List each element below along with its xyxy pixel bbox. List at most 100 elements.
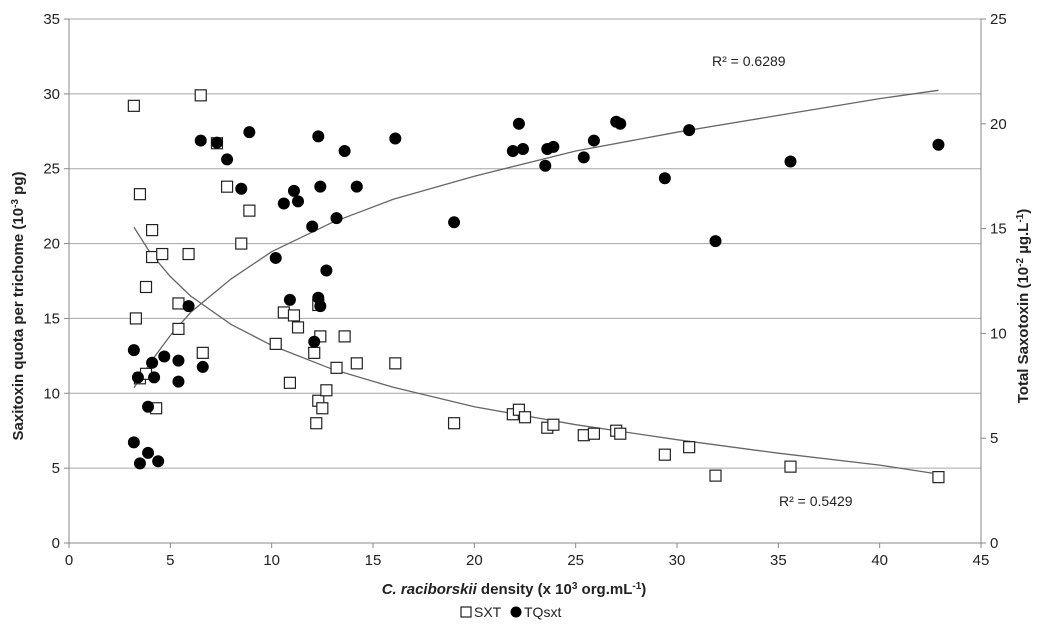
point-tqsxt-7 [148,371,161,384]
point-sxt-1 [129,312,142,325]
point-sxt-23 [291,321,305,334]
y-tick-label-15: 15 [43,310,60,327]
legend: SXT TQsxt [460,604,561,620]
y-tick-label-30: 30 [43,86,60,103]
y2-axis-label-sup: -2 [1015,258,1026,267]
y2-tick-label-20: 20 [990,116,1007,133]
point-sxt-46 [683,441,696,454]
point-sxt-34 [389,357,402,370]
y2-axis-label-sup2: -1 [1015,213,1026,222]
gridlines [69,18,981,469]
y-tick-label-25: 25 [43,161,60,178]
point-tqsxt-36 [506,145,519,158]
point-tqsxt-22 [287,184,300,197]
point-tqsxt-23 [292,195,305,208]
point-tqsxt-18 [243,126,256,139]
point-tqsxt-4 [142,400,155,413]
x-axis-label-italic: C. raciborskii [382,581,478,598]
y2-tick-label-25: 25 [990,11,1007,28]
point-sxt-40 [547,418,560,431]
point-tqsxt-19 [269,251,282,264]
point-tqsxt-11 [172,375,185,388]
x-axis-label-close: ) [641,581,646,598]
point-tqsxt-34 [389,132,402,145]
point-tqsxt-10 [172,354,185,367]
x-tick-label-30: 30 [669,552,686,569]
point-sxt-45 [658,448,671,461]
point-tqsxt-39 [539,159,552,172]
point-sxt-6 [145,223,159,237]
point-tqsxt-3 [133,457,146,470]
point-tqsxt-20 [277,197,290,210]
point-sxt-17 [235,237,248,250]
point-tqsxt-6 [146,356,159,369]
point-sxt-30 [320,384,333,397]
point-sxt-41 [577,429,590,442]
point-tqsxt-17 [235,182,248,195]
x-tick-label-5: 5 [166,552,174,569]
axes [64,18,986,548]
point-sxt-2 [133,188,147,201]
x-tick-label-10: 10 [263,552,280,569]
point-sxt-47 [709,469,722,482]
x-tick-label-40: 40 [871,552,888,569]
x-tick-label-0: 0 [65,552,73,569]
x-axis-label-end: org.mL [577,581,632,598]
point-sxt-21 [283,376,297,389]
point-tqsxt-29 [314,180,327,193]
y-tick-label-35: 35 [43,11,60,28]
point-sxt-9 [156,247,169,261]
y2-tick-label-0: 0 [990,535,998,552]
y-axis-label-sup: -3 [10,199,21,208]
legend-sxt-label: SXT [474,604,502,620]
point-tqsxt-28 [314,300,327,313]
point-sxt-31 [330,361,343,374]
point-sxt-10 [172,297,185,310]
point-tqsxt-25 [308,335,321,348]
legend-tqsxt-label: TQsxt [524,604,561,620]
point-sxt-24 [308,346,321,359]
point-sxt-13 [194,89,207,102]
x-axis-label-sup: 3 [572,581,578,592]
point-sxt-38 [518,411,532,424]
x-axis-label-sup2: -1 [632,581,641,592]
point-sxt-12 [182,247,195,261]
x-tick-label-25: 25 [567,552,584,569]
point-tqsxt-42 [577,151,590,164]
point-tqsxt-47 [683,124,696,137]
x-axis-label-rest: density (x 10 [477,581,572,598]
point-sxt-19 [269,337,282,350]
point-tqsxt-21 [283,293,296,306]
point-sxt-29 [316,402,329,415]
point-sxt-14 [196,346,209,359]
y2-axis-label-end: ) [1015,209,1032,214]
point-sxt-22 [287,309,301,322]
point-sxt-18 [243,204,256,217]
point-tqsxt-26 [312,130,325,143]
point-sxt-49 [932,471,945,484]
point-sxt-7 [145,250,159,264]
data-points [127,89,945,484]
y2-axis-label-main: Total Saxotoxin (10 [1015,267,1032,403]
point-tqsxt-0 [127,344,140,357]
legend-sxt-marker [460,606,472,618]
point-sxt-44 [614,427,627,440]
y2-tick-label-15: 15 [990,221,1007,238]
y-tick-label-0: 0 [52,535,60,552]
trend-curve-sxt [133,226,939,475]
point-sxt-33 [350,357,363,370]
r2-label-sxt: R² = 0.5429 [779,493,853,509]
point-tqsxt-32 [338,145,351,158]
point-tqsxt-33 [350,180,363,193]
y-tick-label-20: 20 [43,236,60,253]
point-tqsxt-46 [658,172,671,185]
y2-axis-label-mid: µg.L [1015,223,1032,258]
point-sxt-16 [220,180,234,193]
x-tick-label-35: 35 [770,552,787,569]
point-sxt-0 [127,99,140,112]
y2-axis-label: Total Saxotoxin (10-2 µg.L-1) [1015,209,1033,404]
point-tqsxt-15 [210,136,223,149]
r2-label-tqsxt: R² = 0.6289 [712,53,786,69]
